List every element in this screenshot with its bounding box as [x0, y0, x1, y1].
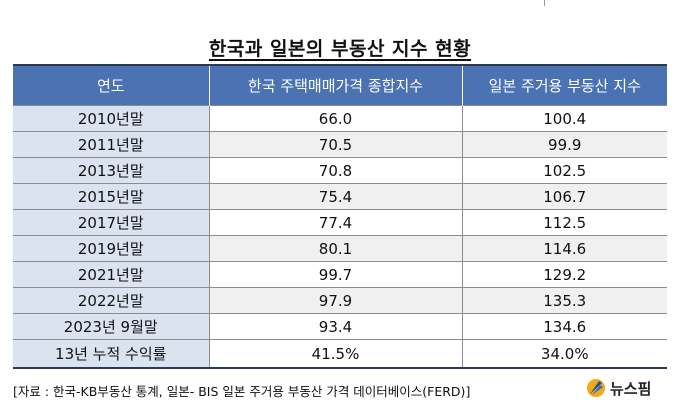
korea-value-cell: 97.9 — [208, 287, 463, 314]
year-cell: 2013년말 — [13, 157, 210, 184]
year-cell: 2010년말 — [13, 105, 210, 132]
year-cell: 2017년말 — [13, 209, 210, 236]
japan-value-cell: 112.5 — [461, 209, 667, 236]
japan-value-cell: 106.7 — [461, 183, 667, 210]
japan-value-cell: 100.4 — [461, 105, 667, 132]
korea-value-cell: 77.4 — [208, 209, 463, 236]
header-korea-index: 한국 주택매매가격 종합지수 — [208, 65, 463, 106]
table-row: 2013년말 70.8 102.5 — [13, 157, 667, 184]
year-cell: 2011년말 — [13, 131, 210, 158]
table-total-row: 13년 누적 수익률 41.5% 34.0% — [13, 339, 667, 369]
japan-value-cell: 102.5 — [461, 157, 667, 184]
korea-value-cell: 70.5 — [208, 131, 463, 158]
page-title: 한국과 일본의 부동산 지수 현황 — [208, 38, 472, 60]
real-estate-index-table: 연도 한국 주택매매가격 종합지수 일본 주거용 부동산 지수 2010년말 6… — [13, 64, 667, 369]
header-japan-index: 일본 주거용 부동산 지수 — [461, 65, 667, 106]
japan-value-cell: 114.6 — [461, 235, 667, 262]
table-row: 2023년 9월말 93.4 134.6 — [13, 313, 667, 340]
table-row: 2022년말 97.9 135.3 — [13, 287, 667, 314]
table-row: 2019년말 80.1 114.6 — [13, 235, 667, 262]
korea-value-cell: 80.1 — [208, 235, 463, 262]
year-cell: 2021년말 — [13, 261, 210, 288]
korea-return-cell: 41.5% — [208, 339, 463, 369]
year-cell: 2019년말 — [13, 235, 210, 262]
japan-value-cell: 135.3 — [461, 287, 667, 314]
table-row: 2017년말 77.4 112.5 — [13, 209, 667, 236]
korea-value-cell: 75.4 — [208, 183, 463, 210]
table-header-row: 연도 한국 주택매매가격 종합지수 일본 주거용 부동산 지수 — [13, 65, 667, 106]
year-cell: 2023년 9월말 — [13, 313, 210, 340]
table-row: 2010년말 66.0 100.4 — [13, 105, 667, 132]
korea-value-cell: 66.0 — [208, 105, 463, 132]
table-row: 2021년말 99.7 129.2 — [13, 261, 667, 288]
table-row: 2015년말 75.4 106.7 — [13, 183, 667, 210]
korea-value-cell: 99.7 — [208, 261, 463, 288]
source-note: [자료 : 한국-KB부동산 통계, 일본- BIS 일본 주거용 부동산 가격… — [13, 384, 471, 399]
table-row: 2011년말 70.5 99.9 — [13, 131, 667, 158]
japan-value-cell: 99.9 — [461, 131, 667, 158]
year-cell: 2022년말 — [13, 287, 210, 314]
total-label-cell: 13년 누적 수익률 — [13, 339, 210, 369]
korea-value-cell: 70.8 — [208, 157, 463, 184]
newspim-logo: 뉴스핌 — [586, 376, 651, 400]
header-year: 연도 — [13, 65, 210, 106]
japan-value-cell: 129.2 — [461, 261, 667, 288]
korea-value-cell: 93.4 — [208, 313, 463, 340]
japan-value-cell: 134.6 — [461, 313, 667, 340]
year-cell: 2015년말 — [13, 183, 210, 210]
japan-return-cell: 34.0% — [461, 339, 667, 369]
newspim-logo-icon — [587, 379, 605, 397]
logo-text: 뉴스핌 — [610, 379, 652, 398]
top-tick-mark — [544, 0, 545, 6]
